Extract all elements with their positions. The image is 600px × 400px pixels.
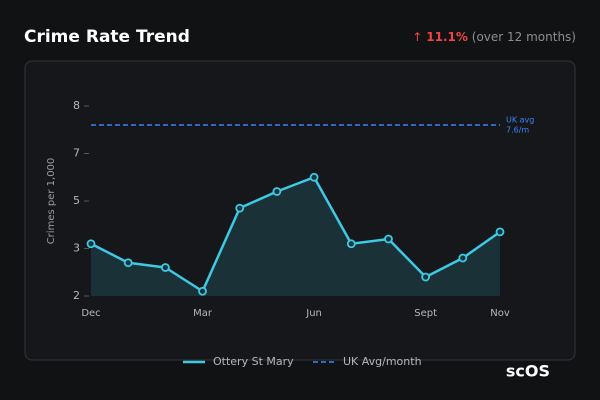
- point: [421, 272, 431, 282]
- y-tick-label: 7: [73, 147, 80, 160]
- y-axis-label: Crimes per 1,000: [46, 158, 57, 245]
- point: [272, 187, 282, 196]
- area: [91, 177, 500, 296]
- chart-title: Crime Rate Trend: [24, 27, 190, 47]
- point: [160, 263, 170, 272]
- change-summary: ↑ 11.1% (over 12 months): [412, 30, 576, 44]
- y-tick-label: 3: [73, 242, 80, 255]
- x-tick-label: Mar: [193, 308, 213, 319]
- change-arrow: ↑: [412, 30, 422, 44]
- reference-annotation: UK avg: [506, 116, 534, 125]
- reference-annotation: 7.6/m: [506, 126, 529, 135]
- point: [346, 239, 356, 249]
- point: [198, 286, 207, 296]
- x-tick-label: Jun: [305, 308, 322, 319]
- logo: scOS: [506, 362, 550, 381]
- x-tick-label: Dec: [81, 308, 100, 319]
- point: [384, 234, 393, 244]
- line: [90, 176, 501, 293]
- change-value: 11.1%: [426, 30, 468, 44]
- point: [495, 227, 505, 237]
- point: [235, 203, 245, 213]
- point: [309, 172, 319, 182]
- change-note: (over 12 months): [472, 30, 576, 44]
- legend-label: Ottery St Mary: [213, 355, 294, 368]
- point: [123, 258, 133, 268]
- x-tick-label: Sept: [414, 308, 437, 319]
- y-tick-label: 5: [73, 194, 80, 207]
- legend-label: UK Avg/month: [343, 355, 422, 368]
- y-tick-label: 8: [73, 99, 80, 112]
- point: [86, 239, 96, 249]
- y-tick-label: 2: [73, 289, 80, 302]
- card: [24, 60, 576, 361]
- point: [458, 253, 468, 263]
- x-tick-label: Nov: [490, 308, 510, 319]
